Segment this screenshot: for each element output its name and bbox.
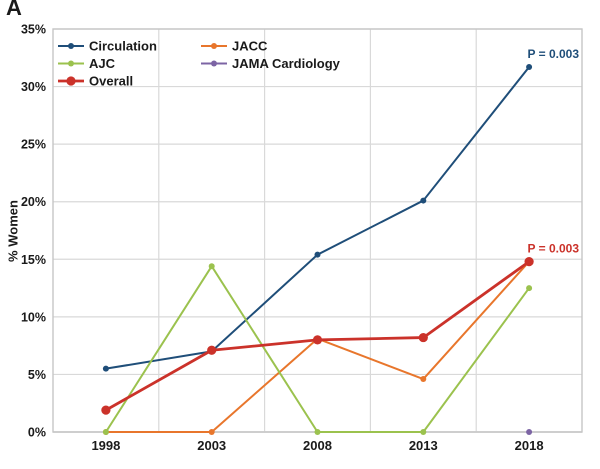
y-axis-tick-labels: 0% 5% 10% 15% 20% 25% 30% 35% (21, 23, 46, 440)
data-point-jacc (208, 429, 215, 435)
legend: Circulation JACC AJC JAMA Cardiology Overall (58, 39, 341, 89)
data-point-ajc (420, 429, 427, 435)
x-tick-label: 1998 (91, 438, 120, 453)
y-tick-label: 10% (21, 310, 46, 324)
y-tick-label: 5% (28, 368, 46, 382)
data-point-ajc (526, 285, 533, 292)
data-point-jacc (420, 376, 427, 383)
x-tick-label: 2013 (409, 438, 438, 453)
data-point-overall (418, 332, 428, 343)
y-tick-label: 15% (21, 253, 46, 267)
panel-label: A (6, 0, 22, 20)
y-tick-label: 20% (21, 195, 46, 209)
legend-item-circulation: Circulation (58, 39, 157, 54)
data-point-circulation (420, 197, 427, 204)
x-axis-tick-labels: 1998 2003 2008 2013 2018 (91, 438, 543, 453)
legend-marker-dot-ajc (68, 60, 74, 67)
data-point-circulation (102, 365, 109, 372)
legend-item-jama-cardiology: JAMA Cardiology (201, 56, 341, 71)
data-point-overall (312, 335, 323, 345)
legend-marker-dot-overall (66, 76, 76, 86)
p-value-label-overall: P = 0.003 (528, 242, 580, 256)
x-tick-label: 2008 (303, 438, 332, 453)
legend-label-ajc: AJC (89, 56, 116, 71)
p-value-label-circulation: P = 0.003 (528, 47, 580, 61)
x-tick-label: 2018 (515, 438, 544, 453)
data-point-circulation (314, 251, 321, 258)
legend-marker-dot-jama-cardiology (211, 60, 217, 67)
legend-item-overall: Overall (58, 74, 133, 89)
y-tick-label: 35% (21, 23, 46, 37)
legend-label-jama-cardiology: JAMA Cardiology (232, 56, 341, 71)
legend-label-circulation: Circulation (89, 39, 157, 54)
series-ajc (102, 263, 533, 435)
legend-item-ajc: AJC (58, 56, 116, 71)
data-point-ajc (102, 429, 109, 435)
y-tick-label: 30% (21, 80, 46, 94)
data-point-ajc (314, 429, 321, 435)
x-tick-label: 2003 (197, 438, 226, 453)
series-jama-cardiology (526, 429, 533, 435)
plot-area (53, 29, 582, 432)
series-overall: P = 0.003 (101, 242, 579, 415)
legend-label-overall: Overall (89, 74, 133, 89)
legend-item-jacc: JACC (201, 39, 268, 54)
data-point-ajc (208, 263, 215, 270)
legend-label-jacc: JACC (232, 39, 268, 54)
y-tick-label: 0% (28, 426, 46, 440)
data-point-overall (207, 345, 217, 355)
legend-marker-dot-jacc (211, 43, 217, 49)
data-point-overall (101, 405, 111, 415)
legend-marker-dot-circulation (68, 43, 74, 49)
data-point-overall (524, 256, 534, 267)
data-point-circulation (526, 63, 533, 70)
series-circulation: P = 0.003 (102, 47, 580, 372)
data-point-jama-cardiology (526, 429, 533, 435)
y-tick-label: 25% (21, 138, 46, 152)
